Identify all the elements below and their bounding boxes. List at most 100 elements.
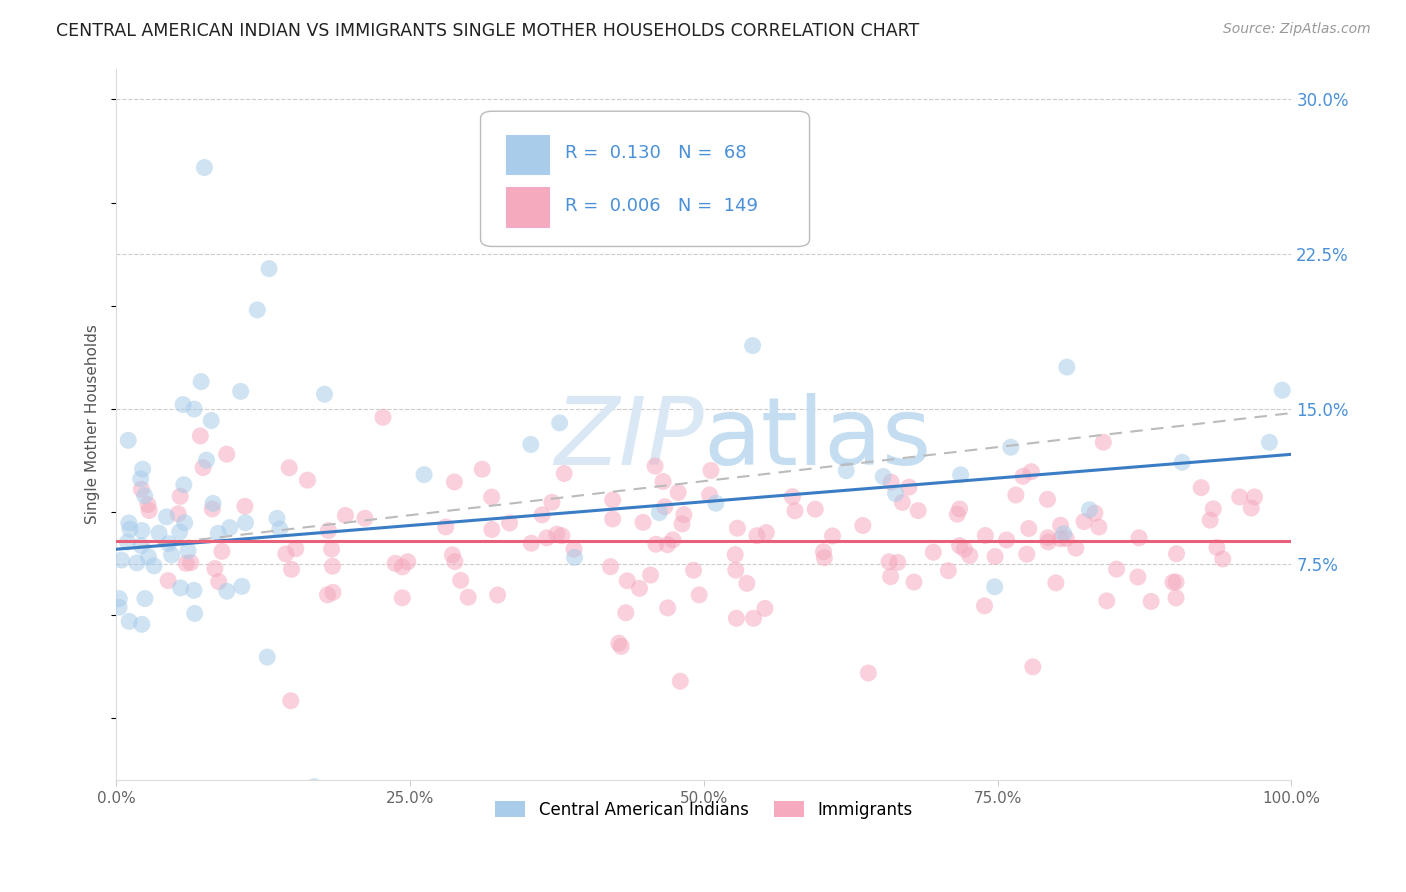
Point xyxy=(169,524,191,539)
Point xyxy=(280,694,302,708)
Point xyxy=(541,495,564,509)
Point xyxy=(1243,490,1265,504)
Point xyxy=(946,507,969,521)
Text: atlas: atlas xyxy=(704,392,932,484)
Point xyxy=(160,548,183,562)
Point xyxy=(974,528,997,542)
Point xyxy=(948,539,970,553)
Point xyxy=(1073,515,1095,529)
Point xyxy=(1140,594,1163,608)
Point xyxy=(471,462,494,476)
Point xyxy=(498,516,520,530)
Point xyxy=(134,489,156,503)
Point xyxy=(735,576,758,591)
Point xyxy=(138,549,160,564)
Point xyxy=(444,555,467,569)
Point xyxy=(949,467,972,482)
Point xyxy=(1078,502,1101,516)
Point xyxy=(208,574,231,589)
Point xyxy=(1206,541,1229,555)
Point xyxy=(1161,575,1184,590)
Point xyxy=(1088,520,1111,534)
Point xyxy=(1005,488,1028,502)
Point xyxy=(486,588,509,602)
Point xyxy=(274,547,297,561)
Point xyxy=(129,539,152,553)
Point xyxy=(318,524,340,538)
Point xyxy=(434,520,457,534)
Point xyxy=(443,475,465,489)
Point xyxy=(384,557,406,571)
Point xyxy=(949,502,972,516)
Point xyxy=(136,498,159,512)
Point xyxy=(195,453,218,467)
Point xyxy=(215,584,238,599)
Point xyxy=(891,495,914,509)
Legend: Central American Indians, Immigrants: Central American Indians, Immigrants xyxy=(489,794,920,825)
Point xyxy=(190,375,212,389)
Point xyxy=(131,462,153,476)
Point xyxy=(877,555,900,569)
Point xyxy=(782,490,804,504)
Point xyxy=(183,402,205,417)
Point xyxy=(1015,547,1038,561)
Point xyxy=(631,516,654,530)
Point xyxy=(886,555,908,569)
Point xyxy=(108,591,131,606)
Point xyxy=(973,599,995,613)
Point xyxy=(316,588,339,602)
Point xyxy=(183,583,205,598)
Y-axis label: Single Mother Households: Single Mother Households xyxy=(86,325,100,524)
Point xyxy=(1056,360,1078,375)
Point xyxy=(207,526,229,541)
Point xyxy=(700,463,723,477)
Point xyxy=(903,575,925,590)
Text: R =  0.130   N =  68: R = 0.130 N = 68 xyxy=(565,144,747,162)
Point xyxy=(297,473,319,487)
Point xyxy=(391,591,413,605)
Text: CENTRAL AMERICAN INDIAN VS IMMIGRANTS SINGLE MOTHER HOUSEHOLDS CORRELATION CHART: CENTRAL AMERICAN INDIAN VS IMMIGRANTS SI… xyxy=(56,22,920,40)
Point xyxy=(396,555,419,569)
Point xyxy=(562,542,585,557)
Point xyxy=(180,556,202,570)
Point xyxy=(804,502,827,516)
Point xyxy=(654,500,676,514)
Point xyxy=(725,521,748,535)
Point xyxy=(280,562,302,576)
Point xyxy=(131,617,153,632)
Point xyxy=(284,541,307,556)
Point xyxy=(662,533,685,547)
Point xyxy=(1012,469,1035,483)
Point xyxy=(682,563,704,577)
Point xyxy=(481,490,503,504)
Point xyxy=(1092,435,1115,450)
Point xyxy=(551,529,574,543)
Point xyxy=(167,507,190,521)
Point xyxy=(745,529,768,543)
Point xyxy=(1126,570,1149,584)
Point xyxy=(157,574,180,588)
Point xyxy=(1036,535,1059,549)
Point xyxy=(821,529,844,543)
Point xyxy=(257,261,280,276)
Point xyxy=(231,579,253,593)
Point xyxy=(1000,440,1022,454)
Point xyxy=(1202,501,1225,516)
Point xyxy=(1036,492,1059,507)
Point xyxy=(1095,594,1118,608)
Point xyxy=(599,559,621,574)
Point xyxy=(1053,526,1076,541)
Point xyxy=(724,548,747,562)
Point xyxy=(704,496,727,510)
Point xyxy=(922,545,945,559)
Point xyxy=(235,516,257,530)
Point xyxy=(174,557,197,571)
Point xyxy=(131,524,153,538)
Point xyxy=(201,502,224,516)
Point xyxy=(1171,455,1194,469)
Point xyxy=(278,460,301,475)
Point xyxy=(640,568,662,582)
Point xyxy=(246,302,269,317)
Point xyxy=(200,413,222,427)
Point xyxy=(177,544,200,558)
